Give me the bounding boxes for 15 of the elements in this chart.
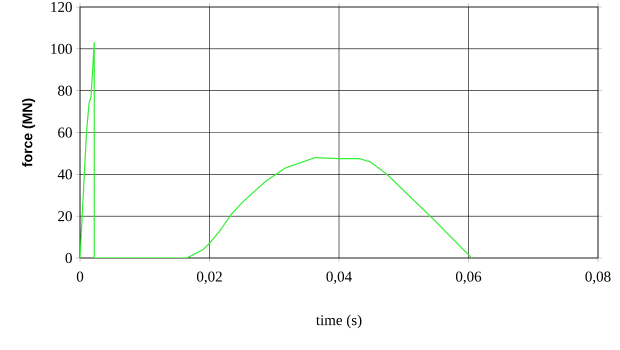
y-tick-label: 80 (58, 86, 72, 96)
y-tick-label: 20 (58, 211, 72, 222)
y-tick-label: 60 (58, 127, 72, 138)
y-tick-label: 40 (58, 169, 72, 180)
y-tick-label: 0 (66, 252, 72, 264)
x-tick-label: 0,04 (326, 272, 352, 284)
x-tick-label: 0,06 (456, 272, 482, 284)
x-tick-label: 0,08 (585, 272, 611, 284)
x-tick-label: 0 (76, 272, 84, 282)
y-tick-label: 100 (51, 44, 72, 54)
line-series (80, 42, 472, 258)
y-axis-title: force (MN) (22, 98, 36, 167)
y-tick-label: 120 (51, 2, 72, 12)
x-tick-label: 0,02 (196, 272, 222, 284)
x-axis-title: time (s) (316, 314, 362, 328)
